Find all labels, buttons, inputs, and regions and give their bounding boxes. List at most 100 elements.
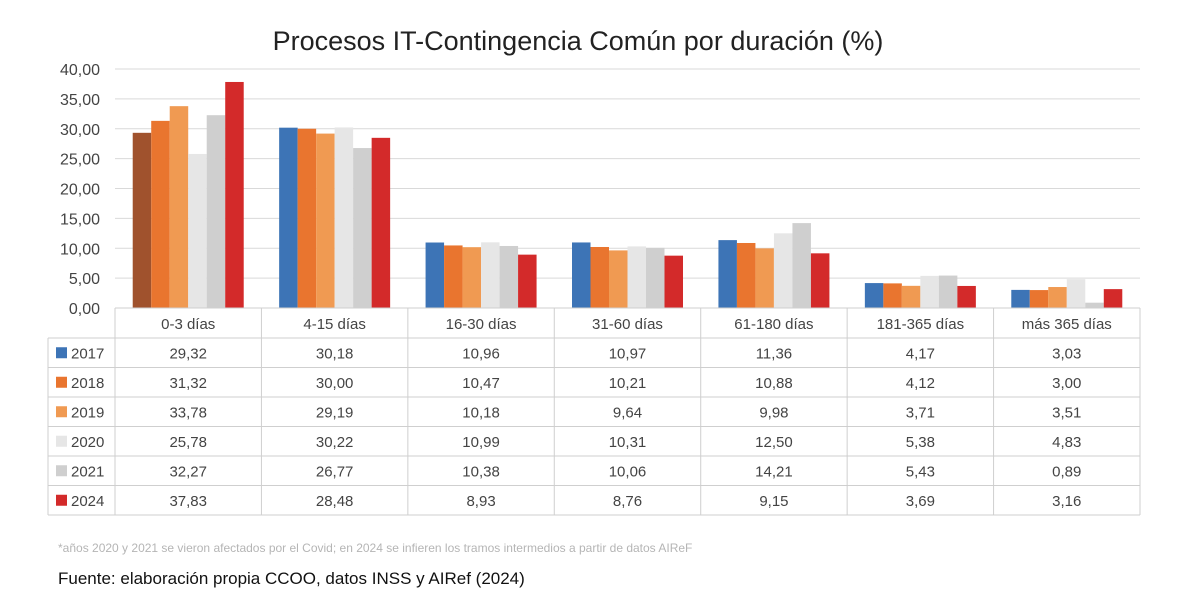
table-cell-value: 14,21 bbox=[755, 463, 793, 480]
bar bbox=[792, 223, 811, 308]
legend-swatch bbox=[56, 406, 67, 418]
y-tick-label: 15,00 bbox=[60, 211, 100, 228]
data-table: 0-3 días 4-15 días 16-30 días 31-60 días 61-… bbox=[47, 307, 1141, 516]
x-category-label: 4-15 días bbox=[303, 316, 366, 333]
bar bbox=[609, 250, 628, 308]
y-tick-label: 20,00 bbox=[60, 182, 100, 199]
table-cell-value: 4,83 bbox=[1052, 434, 1081, 451]
bar bbox=[132, 132, 152, 308]
y-tick-label: 25,00 bbox=[60, 152, 100, 169]
bar bbox=[1048, 287, 1067, 308]
bar bbox=[1085, 302, 1104, 308]
series-name: 2020 bbox=[71, 434, 104, 451]
x-category-label: 61-180 días bbox=[734, 316, 813, 333]
bar bbox=[425, 242, 445, 308]
bar bbox=[316, 133, 335, 308]
table-cell-value: 0,89 bbox=[1052, 463, 1081, 480]
y-tick-label: 5,00 bbox=[69, 271, 100, 288]
series-name: 2017 bbox=[71, 345, 104, 362]
bar bbox=[773, 233, 793, 308]
bar bbox=[225, 81, 244, 308]
table-cell-value: 10,97 bbox=[609, 345, 647, 362]
table-cell-value: 10,38 bbox=[462, 463, 500, 480]
bar bbox=[297, 128, 317, 308]
y-tick-label: 10,00 bbox=[60, 241, 100, 258]
table-cell-value: 10,06 bbox=[609, 463, 647, 480]
legend-swatch bbox=[56, 376, 67, 388]
table-cell-value: 29,32 bbox=[169, 345, 207, 362]
bar bbox=[518, 254, 537, 308]
table-cell-value: 10,99 bbox=[462, 434, 500, 451]
bar bbox=[901, 285, 921, 308]
table-cell-value: 3,69 bbox=[906, 493, 935, 510]
table-cell-value: 10,88 bbox=[755, 375, 793, 392]
table-cell-value: 11,36 bbox=[756, 345, 792, 362]
table-cell-value: 29,19 bbox=[316, 404, 354, 421]
table-cell-value: 26,77 bbox=[316, 463, 354, 480]
bar bbox=[279, 127, 298, 308]
bar bbox=[444, 245, 463, 308]
bar bbox=[481, 242, 500, 308]
bar bbox=[462, 247, 482, 308]
bar bbox=[188, 153, 207, 308]
table-cell-value: 8,76 bbox=[613, 493, 642, 510]
legend-swatch bbox=[56, 465, 67, 477]
bar bbox=[810, 253, 830, 308]
y-tick-label: 40,00 bbox=[60, 62, 100, 79]
bars bbox=[132, 81, 1123, 309]
bar bbox=[572, 242, 591, 308]
table-cell-value: 30,00 bbox=[316, 375, 354, 392]
legend-swatch bbox=[56, 494, 67, 506]
table-cell-value: 5,43 bbox=[906, 463, 935, 480]
table-cell-value: 28,48 bbox=[316, 493, 354, 510]
table-cell-value: 9,15 bbox=[759, 493, 788, 510]
table-cell-value: 5,38 bbox=[906, 434, 935, 451]
series-name: 2019 bbox=[71, 404, 104, 421]
bar bbox=[1011, 289, 1030, 308]
x-category-label: 16-30 días bbox=[446, 316, 517, 333]
bar bbox=[718, 240, 737, 308]
table-cell-value: 25,78 bbox=[169, 434, 207, 451]
table-cell-value: 3,00 bbox=[1052, 375, 1081, 392]
bar bbox=[646, 247, 665, 308]
bar bbox=[206, 115, 226, 308]
x-category-label: 181-365 días bbox=[877, 316, 965, 333]
table-cell-value: 3,16 bbox=[1052, 493, 1081, 510]
bar bbox=[920, 275, 939, 308]
bar bbox=[664, 255, 683, 308]
x-category-label: 0-3 días bbox=[161, 316, 215, 333]
table-cell-value: 9,98 bbox=[759, 404, 788, 421]
table-cell-value: 30,18 bbox=[316, 345, 354, 362]
bar bbox=[864, 283, 884, 308]
table-cell-value: 9,64 bbox=[613, 404, 642, 421]
table-cell-value: 31,32 bbox=[169, 375, 207, 392]
y-tick-label: 30,00 bbox=[60, 122, 100, 139]
bar bbox=[883, 283, 902, 308]
bar bbox=[736, 242, 756, 308]
table-cell-value: 10,18 bbox=[462, 404, 500, 421]
table-cell-value: 4,17 bbox=[906, 345, 935, 362]
bar bbox=[1066, 279, 1086, 308]
y-axis-tick-labels: 0,00 5,00 10,00 15,00 20,00 25,00 30,00 35,00 40… bbox=[60, 62, 100, 318]
table-cell-value: 10,96 bbox=[462, 345, 500, 362]
bar bbox=[169, 106, 189, 309]
bar bbox=[151, 120, 170, 308]
bar bbox=[1103, 289, 1123, 308]
footnote: *años 2020 y 2021 se vieron afectados po… bbox=[58, 541, 692, 555]
source-note: Fuente: elaboración propia CCOO, datos I… bbox=[58, 569, 525, 588]
table-cell-value: 3,51 bbox=[1052, 404, 1081, 421]
bar bbox=[938, 275, 958, 308]
bar bbox=[755, 248, 774, 308]
series-name: 2018 bbox=[71, 375, 104, 392]
table-cell-value: 12,50 bbox=[755, 434, 793, 451]
bar bbox=[957, 285, 976, 308]
table-cell-value: 10,31 bbox=[609, 434, 647, 451]
table-cell-value: 37,83 bbox=[169, 493, 207, 510]
legend-swatch bbox=[56, 347, 67, 359]
legend-swatch bbox=[56, 435, 67, 447]
y-tick-label: 35,00 bbox=[60, 92, 100, 109]
y-tick-label: 0,00 bbox=[69, 301, 100, 318]
table-cell-value: 10,47 bbox=[462, 375, 500, 392]
table-cell-value: 30,22 bbox=[316, 434, 354, 451]
